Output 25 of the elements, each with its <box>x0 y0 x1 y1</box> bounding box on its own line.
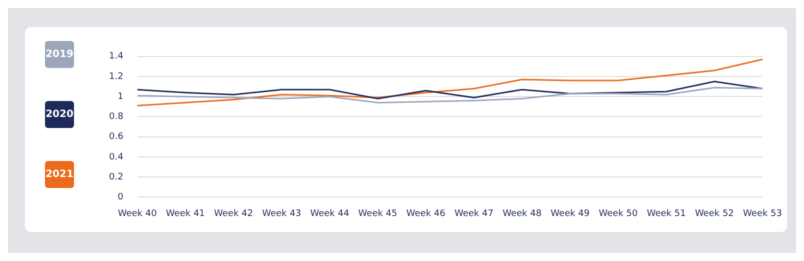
y-tick-label: 1.2 <box>108 72 124 82</box>
y-tick-label: 1 <box>118 92 124 102</box>
x-tick-label: Week 50 <box>598 208 638 219</box>
y-tick-label: 0.4 <box>108 152 124 162</box>
x-tick-label: Week 42 <box>214 208 253 219</box>
text: 2021 <box>45 161 74 188</box>
x-tick-label: Week 51 <box>646 208 686 219</box>
text: 2019 <box>45 41 74 68</box>
x-tick-label: Week 49 <box>550 208 590 219</box>
x-tick-label: Week 47 <box>454 208 494 219</box>
x-tick-label: Week 48 <box>502 208 542 219</box>
x-tick-label: Week 53 <box>743 208 782 219</box>
y-tick-label: 0.8 <box>108 112 124 122</box>
y-tick-label: 0.6 <box>108 132 124 142</box>
x-tick-label: Week 40 <box>118 208 158 219</box>
y-tick-label: 1.4 <box>108 52 124 62</box>
x-tick-label: Week 44 <box>310 208 350 219</box>
x-tick-label: Week 45 <box>358 208 398 219</box>
y-tick-label: 0 <box>118 192 124 203</box>
y-tick-label: 0.2 <box>108 172 124 182</box>
x-tick-label: Week 41 <box>166 208 205 219</box>
text: 2020 <box>45 101 74 128</box>
x-tick-label: Week 52 <box>694 208 734 219</box>
x-tick-label: Week 43 <box>262 208 302 219</box>
x-tick-label: Week 46 <box>406 208 446 219</box>
